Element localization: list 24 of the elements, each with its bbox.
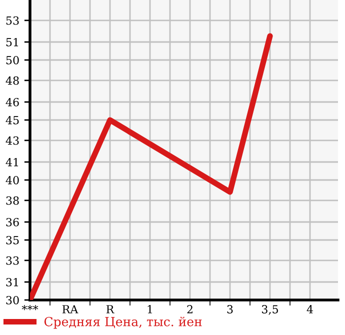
x-tick-label: 3,5 — [262, 305, 278, 315]
x-tick-label: R — [106, 305, 114, 314]
x-tick-label: *** — [22, 305, 38, 310]
y-tick-label: 50 — [6, 56, 19, 64]
y-tick-label: 45 — [6, 116, 19, 124]
y-tick-label: 51 — [6, 38, 18, 46]
y-tick-label: 38 — [6, 196, 19, 205]
y-tick-label: 33 — [6, 256, 19, 265]
y-tick-label: 35 — [6, 236, 19, 244]
x-tick-label: 2 — [187, 305, 192, 314]
y-tick-label: 31 — [6, 278, 18, 286]
x-tick-label: 4 — [306, 305, 313, 314]
y-tick-label: 41 — [6, 158, 18, 166]
y-tick-label: 40 — [6, 176, 19, 184]
x-tick-label: RA — [62, 305, 78, 314]
legend-label: Средняя Цена, тыс. йен — [44, 316, 202, 329]
y-tick-label: 30 — [6, 296, 19, 304]
y-tick-label: 48 — [6, 76, 19, 85]
y-tick-label: 36 — [6, 218, 19, 226]
x-tick-label: 3 — [227, 305, 233, 314]
y-tick-label: 46 — [6, 98, 19, 106]
x-tick-label: 1 — [148, 305, 152, 314]
y-tick-label: 53 — [6, 16, 19, 25]
y-tick-label: 43 — [6, 136, 19, 145]
